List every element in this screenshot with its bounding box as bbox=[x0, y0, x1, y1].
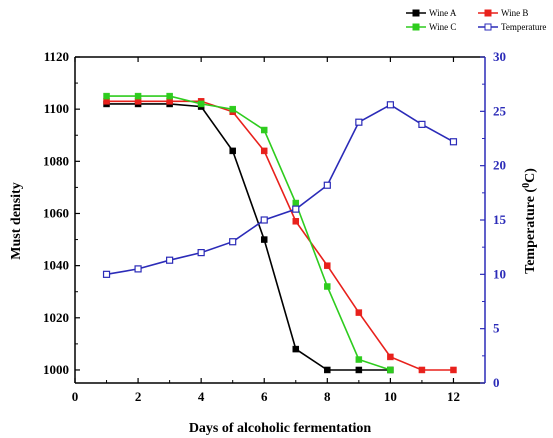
series-line-temperature bbox=[106, 103, 454, 276]
y-tick-label: 1120 bbox=[44, 49, 69, 64]
y2-axis-title-end: C) bbox=[523, 168, 538, 183]
x-tick-label: 12 bbox=[447, 389, 460, 404]
data-point-wine-c bbox=[387, 366, 394, 374]
series-line-wine-c bbox=[106, 95, 391, 371]
data-point-wine-c bbox=[260, 126, 268, 134]
data-point-wine-b bbox=[387, 353, 394, 361]
legend-label-wine-c: Wine C bbox=[429, 22, 456, 32]
x-axis-title: Days of alcoholic fermentation bbox=[189, 421, 372, 436]
y2-tick-label: 30 bbox=[493, 49, 506, 64]
y-tick-label: 1040 bbox=[43, 258, 69, 273]
legend-label-wine-a: Wine A bbox=[429, 8, 457, 18]
y-tick-label: 1080 bbox=[43, 153, 69, 168]
y2-tick-label: 20 bbox=[493, 158, 506, 173]
data-point-wine-c bbox=[103, 92, 110, 100]
data-point-wine-c bbox=[229, 105, 236, 113]
legend: Wine A Wine B Wine C Temperature bbox=[406, 8, 546, 32]
y-tick-label: 1100 bbox=[44, 101, 69, 116]
data-point-temperature bbox=[292, 205, 300, 213]
x-tick-label: 4 bbox=[198, 389, 205, 404]
data-point-temperature bbox=[386, 101, 394, 109]
data-point-temperature bbox=[323, 181, 331, 189]
data-point-wine-b bbox=[450, 366, 457, 374]
data-point-wine-b bbox=[418, 366, 426, 374]
data-point-temperature bbox=[260, 216, 268, 224]
data-point-wine-c bbox=[166, 92, 173, 100]
axes: Days of alcoholic fermentation Must dens… bbox=[9, 49, 538, 436]
data-point-wine-b bbox=[260, 147, 268, 155]
data-point-wine-c bbox=[324, 283, 331, 290]
y2-tick-label: 0 bbox=[493, 375, 500, 390]
data-point-temperature bbox=[166, 256, 174, 264]
y-axis-title: Must density bbox=[9, 182, 24, 259]
x-tick-label: 0 bbox=[72, 389, 79, 404]
legend-marker-wine-a bbox=[412, 9, 420, 17]
y-tick-label: 1000 bbox=[43, 362, 69, 377]
plot-area bbox=[102, 92, 458, 374]
data-point-wine-c bbox=[134, 92, 142, 100]
y2-axis-title-sup: 0 bbox=[521, 183, 532, 188]
data-point-temperature bbox=[229, 238, 237, 246]
data-point-wine-a bbox=[355, 366, 363, 374]
data-point-wine-a bbox=[292, 345, 300, 353]
y2-tick-label: 10 bbox=[493, 266, 506, 281]
data-point-temperature bbox=[449, 138, 458, 146]
data-point-wine-b bbox=[355, 309, 363, 316]
y-tick-label: 1020 bbox=[43, 310, 69, 325]
data-point-temperature bbox=[355, 118, 363, 126]
series-line-wine-a bbox=[106, 103, 391, 371]
y2-axis-title: Temperature (0C) bbox=[521, 168, 538, 274]
y2-tick-label: 5 bbox=[493, 321, 500, 336]
data-point-wine-a bbox=[229, 147, 236, 155]
data-point-wine-a bbox=[260, 236, 268, 243]
data-point-temperature bbox=[102, 270, 111, 278]
legend-label-wine-b: Wine B bbox=[501, 8, 528, 18]
data-point-temperature bbox=[197, 249, 205, 257]
series-line-wine-b bbox=[106, 100, 454, 371]
y2-axis-title-main: Temperature ( bbox=[523, 188, 538, 274]
data-point-temperature bbox=[134, 265, 142, 273]
x-tick-label: 10 bbox=[384, 389, 397, 404]
data-point-wine-a bbox=[324, 366, 331, 374]
legend-label-temperature: Temperature bbox=[501, 22, 546, 32]
data-point-wine-b bbox=[324, 262, 331, 269]
y2-tick-label: 15 bbox=[493, 212, 507, 227]
x-tick-label: 6 bbox=[261, 389, 268, 404]
y-tick-label: 1060 bbox=[43, 205, 69, 220]
data-point-temperature bbox=[418, 120, 426, 128]
data-point-wine-b bbox=[292, 218, 300, 225]
legend-marker-wine-c bbox=[412, 23, 420, 31]
x-tick-label: 2 bbox=[135, 389, 142, 404]
data-point-wine-c bbox=[355, 356, 363, 363]
data-point-wine-c bbox=[197, 100, 205, 108]
y2-tick-label: 25 bbox=[493, 103, 507, 118]
x-tick-label: 8 bbox=[324, 389, 331, 404]
data-point-wine-c bbox=[292, 199, 300, 207]
legend-marker-wine-b bbox=[484, 9, 492, 17]
legend-marker-temperature bbox=[484, 23, 492, 31]
